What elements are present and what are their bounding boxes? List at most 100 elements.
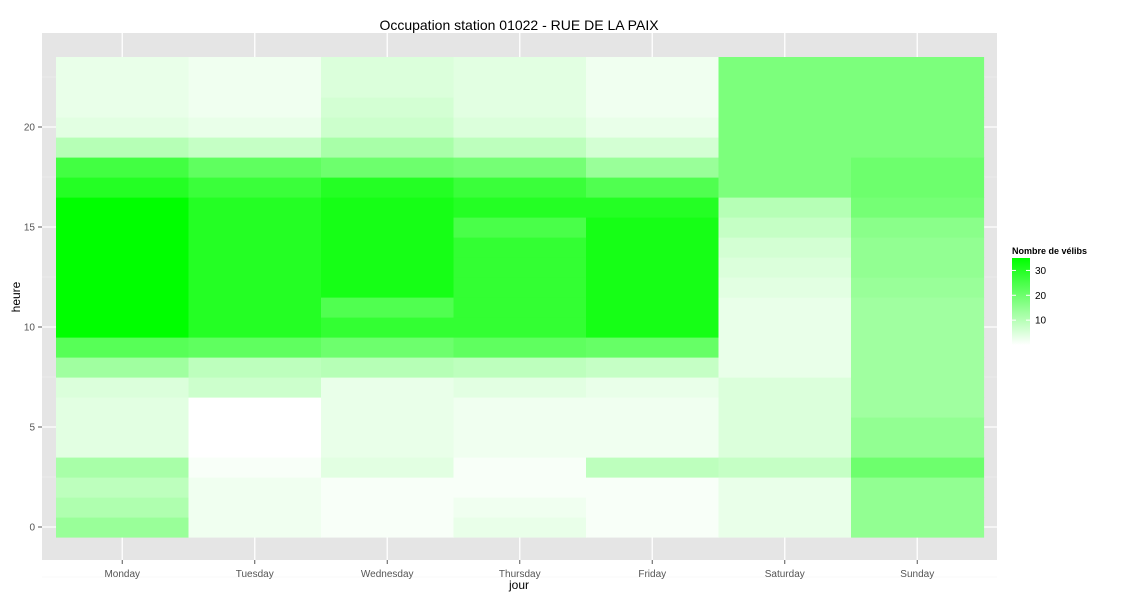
y-tick-label: 10: [24, 323, 36, 334]
heatmap-tile: [718, 397, 852, 418]
legend-tick-label: 10: [1035, 316, 1047, 327]
heatmap-tile: [453, 317, 587, 338]
heatmap-tile: [586, 377, 720, 398]
heatmap-tile: [453, 357, 587, 378]
heatmap-tile: [56, 257, 190, 278]
heatmap-tile: [56, 157, 190, 178]
heatmap-tile: [851, 297, 985, 318]
heatmap-tile: [453, 437, 587, 458]
heatmap-tile: [321, 257, 455, 278]
heatmap-tile: [851, 357, 985, 378]
heatmap-tile: [321, 97, 455, 118]
heatmap-tile: [851, 377, 985, 398]
heatmap-tile: [718, 437, 852, 458]
heatmap-tile: [453, 497, 587, 518]
heatmap-tile: [321, 337, 455, 358]
heatmap-tile: [56, 77, 190, 98]
heatmap-tile: [851, 157, 985, 178]
heatmap-tile: [188, 377, 322, 398]
heatmap-tile: [851, 437, 985, 458]
heatmap-tile: [453, 277, 587, 298]
heatmap-tile: [56, 377, 190, 398]
heatmap-tile: [586, 277, 720, 298]
legend-colorbar: [1012, 258, 1030, 345]
heatmap-tile: [188, 517, 322, 538]
heatmap-tile: [453, 197, 587, 218]
heatmap-tile: [56, 297, 190, 318]
heatmap-tile: [718, 217, 852, 238]
heatmap-tile: [321, 317, 455, 338]
heatmap-tile: [56, 97, 190, 118]
heatmap-tile: [586, 457, 720, 478]
heatmap-tile: [718, 377, 852, 398]
heatmap-tile: [188, 217, 322, 238]
y-tick-label: 20: [24, 123, 36, 134]
heatmap-tile: [188, 237, 322, 258]
heatmap-tile: [56, 517, 190, 538]
heatmap-tile: [188, 437, 322, 458]
heatmap-tile: [321, 177, 455, 198]
heatmap-tile: [851, 177, 985, 198]
heatmap-tile: [718, 477, 852, 498]
heatmap-tile: [188, 197, 322, 218]
heatmap-tile: [586, 337, 720, 358]
heatmap-tile: [453, 157, 587, 178]
x-tick-label: Friday: [638, 569, 666, 580]
axes: Monday Tuesday Wednesday Thursday Friday Satu…: [24, 123, 934, 581]
heatmap-tile: [321, 297, 455, 318]
heatmap-tile: [56, 457, 190, 478]
heatmap-tile: [586, 237, 720, 258]
heatmap-tile: [321, 77, 455, 98]
y-tick-label: 5: [29, 423, 35, 434]
heatmap-tile: [453, 77, 587, 98]
heatmap-tile: [56, 357, 190, 378]
x-tick-label: Tuesday: [236, 569, 274, 580]
heatmap-tile: [851, 117, 985, 138]
heatmap-tile: [453, 337, 587, 358]
heatmap-tile: [718, 317, 852, 338]
heatmap-tile: [718, 257, 852, 278]
heatmap-tile: [718, 237, 852, 258]
heatmap-tile: [453, 457, 587, 478]
heatmap-tile: [851, 137, 985, 158]
x-axis-title: jour: [508, 578, 529, 592]
heatmap-tile: [718, 137, 852, 158]
heatmap-tile: [453, 477, 587, 498]
heatmap-tile: [453, 177, 587, 198]
heatmap-tile: [851, 517, 985, 538]
heatmap-tile: [56, 237, 190, 258]
heatmap-tile: [56, 57, 190, 78]
legend-title: Nombre de vélibs: [1012, 246, 1087, 256]
heatmap-tile: [851, 497, 985, 518]
heatmap-tile: [718, 57, 852, 78]
heatmap-tile: [851, 77, 985, 98]
heatmap-tile: [321, 237, 455, 258]
heatmap-tile: [586, 57, 720, 78]
heatmap-tile: [188, 137, 322, 158]
heatmap-tile: [453, 377, 587, 398]
heatmap-tile: [718, 357, 852, 378]
heatmap-tile: [56, 497, 190, 518]
heatmap-tiles: [56, 57, 985, 538]
heatmap-tile: [453, 517, 587, 538]
heatmap-tile: [851, 197, 985, 218]
heatmap-tile: [718, 97, 852, 118]
heatmap-tile: [188, 297, 322, 318]
heatmap-tile: [56, 117, 190, 138]
y-tick-label: 15: [24, 223, 36, 234]
heatmap-tile: [586, 137, 720, 158]
heatmap-tile: [188, 277, 322, 298]
y-axis-title: heure: [9, 281, 23, 312]
heatmap-tile: [56, 137, 190, 158]
heatmap-tile: [586, 417, 720, 438]
heatmap-tile: [321, 137, 455, 158]
x-tick-label: Thursday: [499, 569, 541, 580]
heatmap-tile: [851, 417, 985, 438]
heatmap-tile: [56, 277, 190, 298]
heatmap-tile: [56, 397, 190, 418]
heatmap-tile: [188, 57, 322, 78]
x-tick-label: Saturday: [765, 569, 805, 580]
heatmap-tile: [586, 317, 720, 338]
heatmap-tile: [851, 397, 985, 418]
heatmap-tile: [586, 497, 720, 518]
